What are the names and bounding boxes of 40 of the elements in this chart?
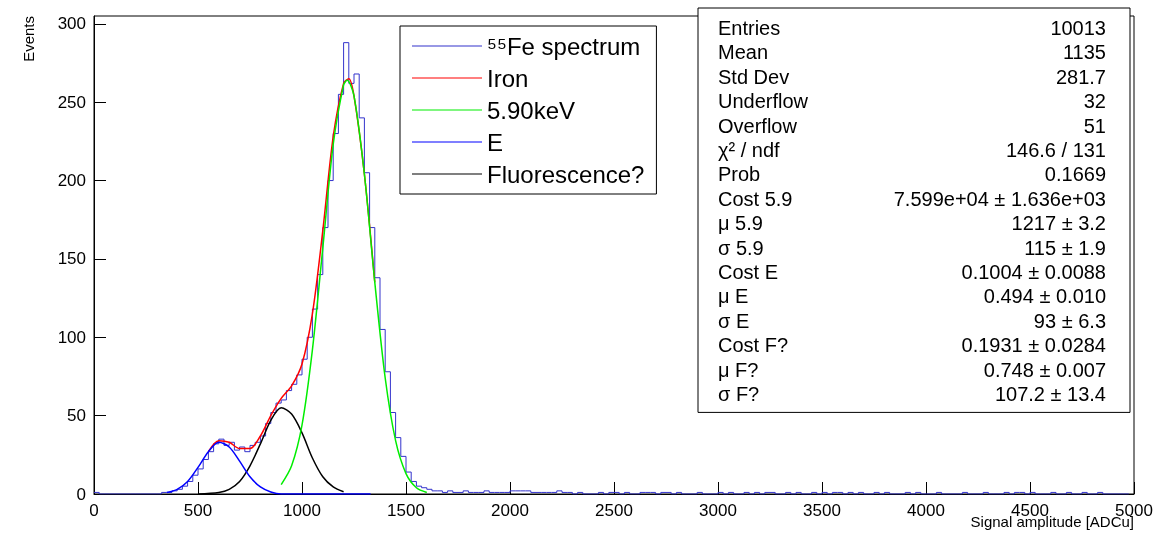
legend-label: 5.90keV [487, 96, 576, 124]
legend-label: E [487, 128, 504, 156]
y-tick-label: 300 [57, 14, 86, 34]
y-tick-label: 100 [57, 327, 86, 347]
text: Underflow 32 [718, 90, 1106, 113]
line-series [280, 79, 428, 494]
text: Cost E 0.1004 ± 0.0088 [718, 261, 1106, 283]
text: χ² / ndf 146.6 / 131 [718, 139, 1106, 161]
text: μ 5.9 1217 ± 3.2 [718, 212, 1106, 235]
text: Cost 5.9 7.599e+04 ± 1.636e+03 [718, 187, 1106, 210]
y-axis-title: Events [20, 16, 37, 62]
x-tick-label: 3500 [803, 501, 841, 520]
text: σ 5.9 115 ± 1.9 [718, 236, 1106, 259]
y-tick-label: 50 [67, 406, 86, 426]
x-tick-label: 4000 [907, 501, 945, 520]
x-tick-label: 500 [183, 501, 213, 520]
text: σ F? 107.2 ± 13.4 [718, 383, 1106, 405]
text: μ F? 0.748 ± 0.007 [718, 358, 1106, 381]
x-tick-label: 1500 [387, 501, 425, 520]
text: Cost F? 0.1931 ± 0.0284 [718, 334, 1106, 357]
line-series [166, 441, 372, 495]
y-tick-label: 0 [76, 484, 86, 504]
y-tick-label: 200 [57, 171, 86, 191]
legend-label: Fluorescence? [487, 160, 645, 188]
text: Mean 1135 [718, 41, 1106, 64]
x-tick-label: 2500 [595, 501, 633, 520]
text: Overflow 51 [718, 114, 1106, 137]
text: Entries 10013 [718, 17, 1106, 39]
legend-label: ⁵⁵Fe spectrum [487, 32, 641, 60]
text: Prob 0.1669 [718, 163, 1106, 186]
x-tick-label: 3000 [699, 501, 737, 520]
x-tick-label: 1000 [283, 501, 321, 520]
legend-label: Iron [487, 64, 529, 92]
x-tick-label: 2000 [491, 501, 529, 520]
text: σ E 93 ± 6.3 [718, 309, 1106, 332]
x-tick-label: 0 [89, 501, 99, 520]
text: μ E 0.494 ± 0.010 [718, 285, 1106, 308]
text: Std Dev 281.7 [718, 65, 1106, 88]
y-tick-label: 250 [57, 92, 86, 112]
y-tick-label: 150 [57, 249, 86, 269]
